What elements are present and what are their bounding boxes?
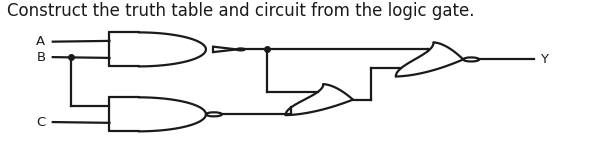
Text: A: A xyxy=(36,35,45,48)
Circle shape xyxy=(206,112,222,116)
Text: Y: Y xyxy=(540,53,548,66)
Text: Construct the truth table and circuit from the logic gate.: Construct the truth table and circuit fr… xyxy=(7,2,475,20)
Circle shape xyxy=(463,57,479,61)
Text: B: B xyxy=(36,51,45,64)
Circle shape xyxy=(237,48,244,50)
Text: C: C xyxy=(36,116,45,129)
